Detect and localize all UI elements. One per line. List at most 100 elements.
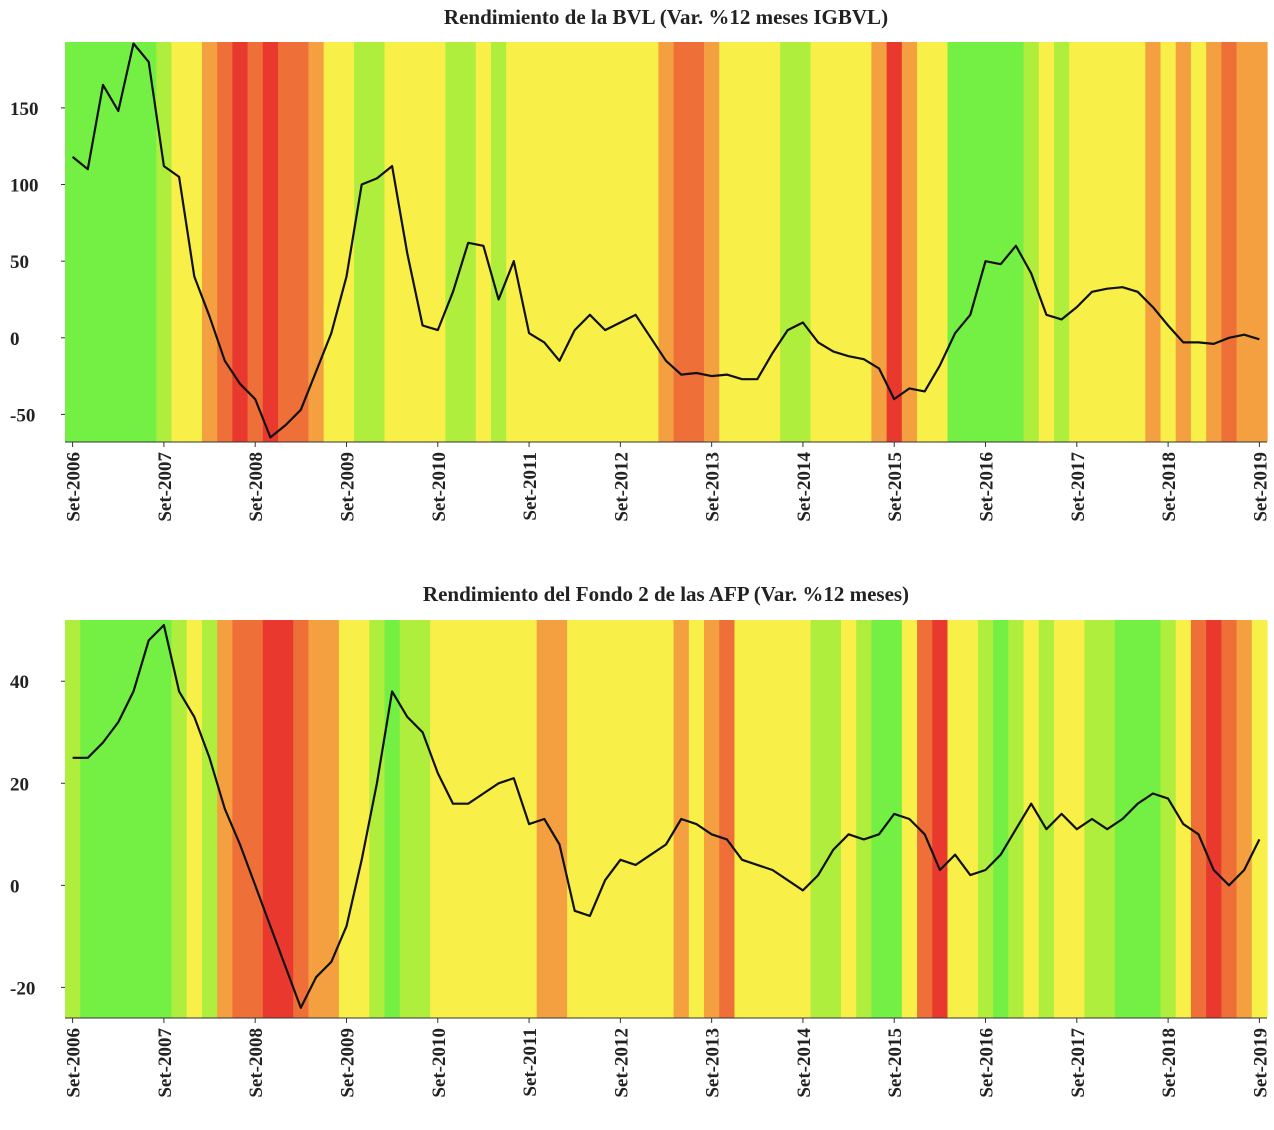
background-band xyxy=(141,42,157,442)
background-band xyxy=(1084,42,1101,442)
background-band xyxy=(1038,42,1055,442)
background-band xyxy=(688,42,705,442)
background-band xyxy=(917,620,933,1018)
background-band xyxy=(871,620,888,1018)
background-band xyxy=(840,42,857,442)
background-band xyxy=(764,620,781,1018)
background-band xyxy=(171,42,188,442)
background-band xyxy=(293,620,310,1018)
background-band xyxy=(262,42,279,442)
x-tick-label: Set-2014 xyxy=(794,1028,815,1098)
background-band xyxy=(217,620,233,1018)
background-band xyxy=(308,620,325,1018)
background-band xyxy=(551,42,568,442)
background-band xyxy=(825,620,842,1018)
background-band xyxy=(384,620,401,1018)
background-band xyxy=(414,42,431,442)
background-band xyxy=(810,42,827,442)
y-tick-label: 40 xyxy=(10,672,29,693)
background-band xyxy=(506,620,523,1018)
background-band xyxy=(338,620,355,1018)
background-band xyxy=(278,42,294,442)
background-band xyxy=(1175,42,1192,442)
background-band xyxy=(293,42,310,442)
background-band xyxy=(1251,42,1268,442)
background-band xyxy=(1236,620,1253,1018)
background-band xyxy=(658,42,675,442)
x-tick-label: Set-2015 xyxy=(885,1028,906,1098)
y-tick-label: 0 xyxy=(10,329,20,350)
background-band xyxy=(1130,42,1146,442)
background-band xyxy=(597,620,614,1018)
background-band xyxy=(1008,620,1025,1018)
background-band xyxy=(1069,620,1086,1018)
background-band xyxy=(201,42,218,442)
background-band xyxy=(278,620,294,1018)
background-band xyxy=(369,42,386,442)
background-band xyxy=(156,620,173,1018)
background-band xyxy=(323,42,340,442)
background-band xyxy=(354,620,370,1018)
background-band xyxy=(780,42,796,442)
background-band xyxy=(977,620,994,1018)
background-band xyxy=(491,620,507,1018)
background-band xyxy=(430,42,446,442)
background-band xyxy=(612,42,629,442)
chart-title: Rendimiento del Fondo 2 de las AFP (Var.… xyxy=(423,582,909,606)
background-band xyxy=(1221,620,1238,1018)
chart-panel: Rendimiento de la BVL (Var. %12 meses IG… xyxy=(10,5,1271,522)
background-band xyxy=(414,620,431,1018)
background-band xyxy=(840,620,857,1018)
background-band xyxy=(749,42,766,442)
x-tick-label: Set-2013 xyxy=(703,452,724,522)
background-band xyxy=(247,42,264,442)
background-band xyxy=(491,42,507,442)
background-band xyxy=(536,42,553,442)
x-tick-label: Set-2016 xyxy=(977,452,998,522)
background-band xyxy=(658,620,675,1018)
background-band xyxy=(156,42,173,442)
background-band xyxy=(354,42,370,442)
y-tick-label: -20 xyxy=(10,978,35,999)
background-band xyxy=(521,620,538,1018)
background-band xyxy=(232,42,249,442)
background-band xyxy=(186,620,203,1018)
background-band xyxy=(977,42,994,442)
background-band xyxy=(627,42,644,442)
x-tick-label: Set-2007 xyxy=(155,452,176,522)
background-band xyxy=(1221,42,1238,442)
y-tick-label: 0 xyxy=(10,876,20,897)
background-band xyxy=(856,620,873,1018)
background-band xyxy=(719,42,736,442)
background-band xyxy=(1145,620,1162,1018)
background-band xyxy=(947,620,964,1018)
background-band xyxy=(125,42,142,442)
background-band xyxy=(506,42,523,442)
background-band xyxy=(749,620,766,1018)
background-band xyxy=(673,42,690,442)
y-tick-label: 100 xyxy=(10,176,39,197)
y-tick-label: 20 xyxy=(10,774,29,795)
background-band xyxy=(704,42,720,442)
background-band xyxy=(95,42,112,442)
background-band xyxy=(1053,42,1070,442)
background-band xyxy=(110,620,127,1018)
x-tick-label: Set-2006 xyxy=(64,452,85,522)
background-band xyxy=(582,42,599,442)
background-band xyxy=(1038,620,1055,1018)
background-band xyxy=(521,42,538,442)
background-band xyxy=(886,620,903,1018)
x-tick-label: Set-2015 xyxy=(885,452,906,522)
background-band xyxy=(993,620,1009,1018)
x-tick-label: Set-2009 xyxy=(337,1028,358,1098)
background-band xyxy=(186,42,203,442)
x-tick-label: Set-2011 xyxy=(520,1028,541,1097)
x-tick-label: Set-2013 xyxy=(703,1028,724,1098)
background-band xyxy=(886,42,903,442)
background-band xyxy=(1175,620,1192,1018)
background-band xyxy=(80,620,97,1018)
x-tick-label: Set-2010 xyxy=(429,452,450,522)
background-band xyxy=(445,620,462,1018)
background-band xyxy=(643,620,659,1018)
